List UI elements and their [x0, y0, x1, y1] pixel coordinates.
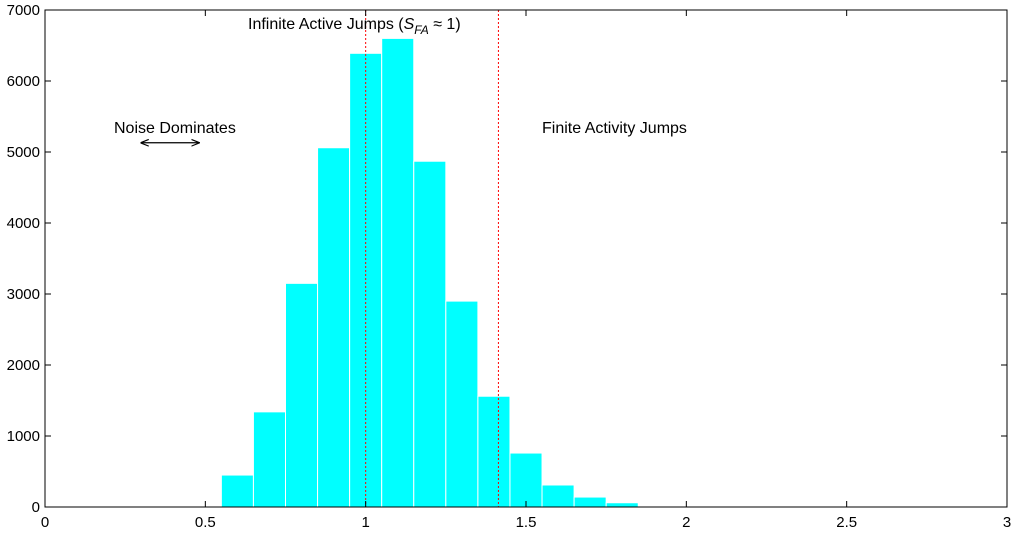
- x-tick-label: 2.5: [836, 514, 857, 531]
- histogram-bar: [605, 502, 639, 508]
- reference-lines: [365, 10, 499, 507]
- x-tick-label: 0.5: [195, 514, 216, 531]
- y-tick-label: 0: [32, 499, 40, 516]
- plot-frame: [44, 9, 1008, 508]
- x-tick-label: 0: [41, 514, 49, 531]
- histogram-bar: [252, 411, 286, 508]
- histogram-bar: [381, 37, 415, 508]
- y-tick-label: 3000: [7, 286, 40, 303]
- y-tick-label: 6000: [7, 73, 40, 90]
- histogram-bar: [285, 282, 319, 508]
- x-tick-label: 1.5: [516, 514, 537, 531]
- y-tick-label: 2000: [7, 357, 40, 374]
- noise-dominates-annotation: Noise Dominates: [114, 120, 236, 137]
- x-tick-label: 3: [1003, 514, 1011, 531]
- histogram-bar: [541, 484, 575, 508]
- y-tick-label: 5000: [7, 144, 40, 161]
- finite-activity-annotation: Finite Activity Jumps: [542, 120, 687, 137]
- histogram-bar: [477, 395, 511, 508]
- x-axis-ticks: 0 0.5 1 1.5 2 2.5 3: [41, 10, 1011, 531]
- y-tick-label: 4000: [7, 215, 40, 232]
- y-tick-label: 1000: [7, 428, 40, 445]
- histogram-bar: [317, 147, 351, 508]
- infinite-jumps-annotation: Infinite Active Jumps (SFA ≈ 1): [248, 16, 461, 37]
- x-tick-label: 2: [682, 514, 690, 531]
- x-tick-label: 1: [361, 514, 369, 531]
- histogram-bar: [509, 452, 543, 508]
- histogram-bar: [445, 300, 479, 508]
- y-axis-ticks: 0 1000 2000 3000 4000 5000 6000 7000: [7, 2, 1007, 516]
- histogram-bar: [413, 160, 447, 508]
- histogram-bars: [220, 37, 639, 508]
- histogram-bar: [220, 474, 254, 508]
- histogram-bar: [573, 496, 607, 508]
- y-tick-label: 7000: [7, 2, 40, 19]
